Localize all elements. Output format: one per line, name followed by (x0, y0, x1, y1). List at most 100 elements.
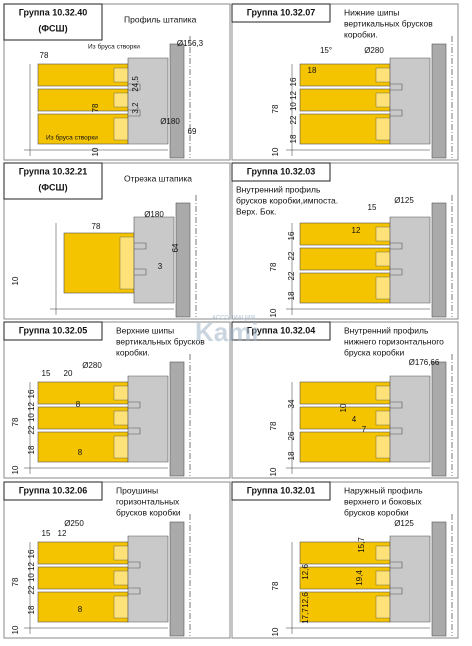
dimension: 16 (287, 231, 296, 240)
dimension: 64 (171, 243, 180, 252)
dimension: 78 (269, 262, 278, 271)
dimension: 8 (76, 400, 81, 409)
spindle (169, 361, 185, 477)
workpiece-profile (375, 117, 391, 141)
dimension: 15° (320, 46, 332, 55)
note: Из бруса створки (46, 134, 98, 142)
group-title: Группа 10.32.07 (247, 7, 316, 17)
panel: Группа 10.32.05 Верхние шипывертикальных … (3, 321, 231, 479)
group-box (3, 162, 103, 200)
group-title: Группа 10.32.40 (19, 7, 88, 17)
cutter (133, 216, 175, 304)
dimension: 24,5 (131, 76, 140, 92)
dimension: 15,7 (357, 537, 366, 553)
dimension: 19,4 (355, 570, 364, 586)
workpiece-profile (113, 117, 129, 141)
dimension: 78 (11, 417, 20, 426)
description: Наружный профиль (344, 485, 423, 495)
dimension: Ø176,66 (409, 358, 440, 367)
watermark-top: АССОЦИАЦИЯ (212, 316, 255, 322)
description: бруска коробки (344, 347, 404, 357)
spindle (431, 521, 447, 637)
dimension: 18 (27, 605, 36, 614)
dimension: 10 (269, 467, 278, 476)
dimension: 16 (289, 77, 298, 86)
dimension: Ø156,3 (177, 39, 204, 48)
dimension: 16 (27, 549, 36, 558)
group-box (231, 162, 331, 182)
workpiece (37, 431, 129, 463)
dimension: 15 (42, 529, 51, 538)
workpiece-profile (113, 92, 129, 108)
group-subtitle: (ФСШ) (38, 23, 67, 33)
cutter (127, 57, 169, 145)
workpiece-profile (375, 410, 391, 426)
dimension: 12 (58, 529, 67, 538)
cutter (389, 57, 431, 145)
dimension: Ø250 (64, 519, 84, 528)
workpiece (37, 113, 129, 145)
dimension: 8 (78, 605, 83, 614)
note: Из бруса створки (88, 43, 140, 51)
cutter-step (390, 242, 403, 276)
dimension: 17,7 (301, 608, 310, 624)
group-box (231, 481, 331, 501)
group-box (3, 481, 103, 501)
workpiece-profile (375, 570, 391, 586)
workpiece-profile (375, 67, 391, 83)
workpiece (299, 113, 391, 145)
description: брусков коробки (116, 507, 181, 517)
dimension: 3,2 (131, 102, 140, 114)
description: коробки. (344, 29, 378, 39)
dimension: 22 (27, 585, 36, 594)
group-title: Группа 10.32.05 (19, 325, 88, 335)
workpiece-profile (113, 410, 129, 426)
workpiece (37, 591, 129, 623)
workpiece-profile (113, 67, 129, 83)
workpiece (299, 591, 391, 623)
dimension: 18 (27, 445, 36, 454)
workpiece-profile (375, 435, 391, 459)
dimension: 22 (289, 115, 298, 124)
dimension: 20 (64, 369, 73, 378)
workpiece-profile (113, 385, 129, 401)
dimension: 78 (271, 581, 280, 590)
dimension: 78 (91, 103, 100, 112)
dimension: 22 (287, 271, 296, 280)
dimension: Ø180 (160, 117, 180, 126)
dimension: 78 (271, 104, 280, 113)
dimension: 7 (362, 425, 367, 434)
group-title: Группа 10.32.01 (247, 485, 316, 495)
workpiece-profile (375, 385, 391, 401)
description: брусков коробки (344, 507, 409, 517)
description: Верхние шипы (116, 325, 174, 335)
cutter-step (390, 83, 403, 117)
dimension: Ø125 (394, 196, 414, 205)
dimension: 10 (269, 308, 278, 317)
dimension: 78 (40, 51, 49, 60)
workpiece-profile (375, 545, 391, 561)
dimension: 12 (352, 226, 361, 235)
dimension: 78 (269, 421, 278, 430)
group-box (3, 3, 103, 41)
dimension: 10 (271, 627, 280, 636)
dimension: 10 (339, 403, 348, 412)
dimension: 12,6 (301, 564, 310, 580)
dimension: 22 (27, 425, 36, 434)
group-title: Группа 10.32.21 (19, 166, 88, 176)
dimension: 10 12 (27, 561, 36, 582)
dimension: Ø180 (144, 210, 164, 219)
dimension: Ø125 (394, 519, 414, 528)
cutter-step (390, 401, 403, 435)
cutter-step (390, 561, 403, 595)
description: Профиль штапика (124, 14, 197, 24)
panel: Группа 10.32.21 (ФСШ) Отрезка штапика Ø180 7… (3, 162, 231, 320)
description: коробки. (116, 347, 150, 357)
dimension: 34 (287, 399, 296, 408)
workpiece-profile (375, 226, 391, 242)
panel: Группа 10.32.06 Проушиныгоризонтальныхбру… (3, 481, 231, 639)
dimension: 4 (352, 415, 357, 424)
dimension: 8 (78, 448, 83, 457)
cutter (127, 375, 169, 463)
